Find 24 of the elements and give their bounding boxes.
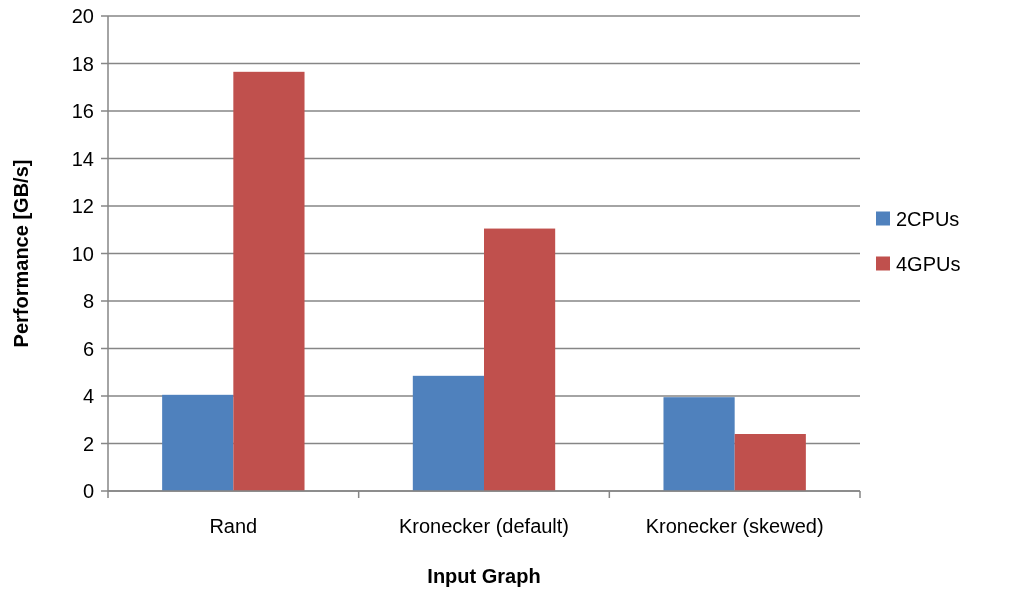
y-tick-label: 16 <box>71 100 94 122</box>
x-tick-label: Kronecker (skewed) <box>645 515 824 537</box>
y-tick-label: 6 <box>82 337 94 360</box>
x-tick-label: Rand <box>209 515 258 537</box>
bar <box>233 71 305 491</box>
bar <box>484 228 556 491</box>
bar <box>734 434 806 491</box>
y-tick-label: 4 <box>82 385 94 407</box>
bar <box>663 397 735 491</box>
y-tick-label: 8 <box>82 290 94 312</box>
y-tick-label: 2 <box>82 432 94 455</box>
y-tick-label: 18 <box>71 52 94 75</box>
x-tick-label: Kronecker (default) <box>398 515 570 537</box>
y-tick-label: 14 <box>71 147 94 170</box>
y-tick-label: 12 <box>71 195 94 217</box>
y-tick-label: 20 <box>71 5 94 27</box>
bar <box>162 394 234 491</box>
legend-label: 2CPUs <box>896 207 960 230</box>
y-tick-label: 0 <box>82 480 94 502</box>
legend-label: 4GPUs <box>896 252 961 275</box>
bar <box>412 375 484 491</box>
x-axis-title: Input Graph <box>427 565 541 587</box>
y-axis-title: Performance [GB/s] <box>10 159 32 348</box>
y-tick-label: 10 <box>71 242 94 265</box>
